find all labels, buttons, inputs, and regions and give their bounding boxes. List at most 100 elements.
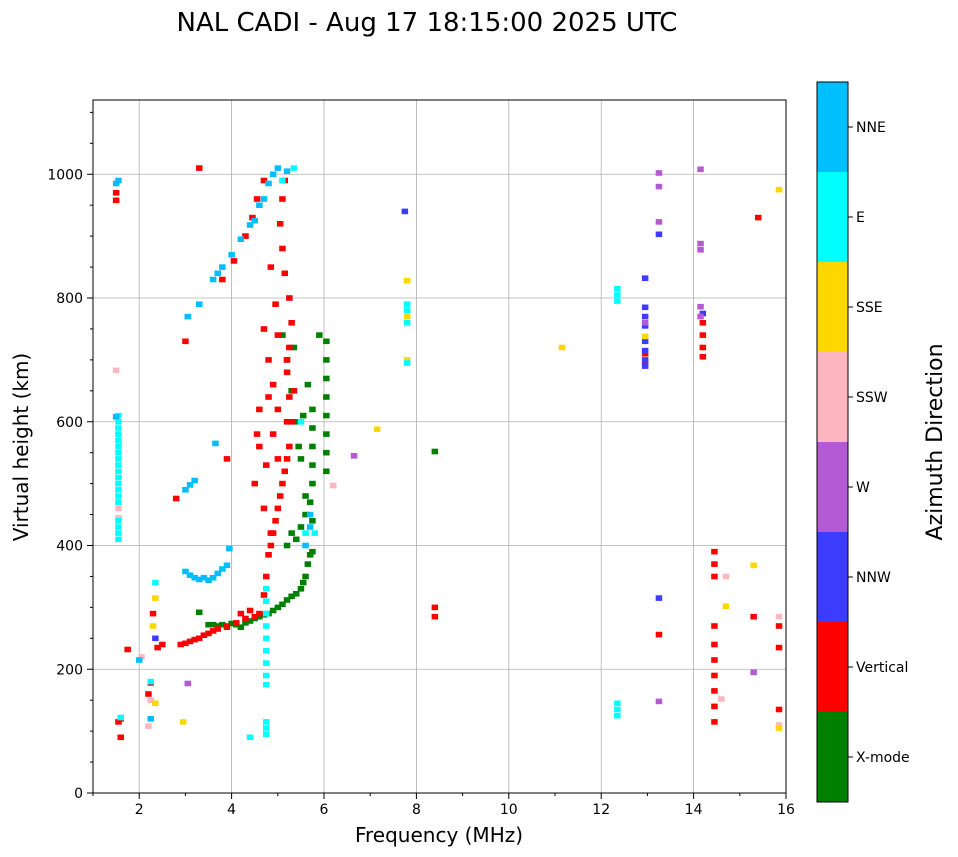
data-point	[179, 719, 187, 725]
data-point	[205, 621, 212, 628]
series-e	[115, 165, 621, 741]
data-point	[274, 332, 282, 338]
data-point	[330, 482, 337, 489]
data-point	[297, 456, 305, 462]
data-point	[775, 186, 783, 193]
data-point	[115, 719, 122, 725]
data-point	[209, 276, 217, 283]
data-point	[283, 369, 291, 376]
colorbar-segment	[817, 82, 848, 172]
data-point	[279, 480, 286, 487]
data-point	[311, 530, 318, 536]
series-w	[184, 166, 757, 705]
data-point	[251, 480, 258, 487]
data-point	[267, 264, 275, 270]
data-point	[655, 698, 663, 705]
data-point	[223, 562, 231, 569]
colorbar-tick-label: SSW	[856, 390, 888, 406]
data-point	[230, 258, 238, 264]
data-point	[260, 592, 268, 598]
data-point	[286, 295, 293, 301]
data-point	[253, 196, 261, 202]
y-axis: 0 200 400 600 800 1000	[47, 111, 93, 802]
data-point	[309, 406, 316, 413]
data-point	[288, 530, 295, 536]
data-point	[115, 514, 122, 521]
data-point	[655, 219, 663, 225]
data-point	[115, 530, 122, 536]
data-point	[286, 443, 293, 450]
data-point	[281, 270, 288, 277]
data-point	[293, 591, 300, 597]
data-point	[219, 264, 226, 270]
data-point	[228, 620, 235, 627]
colorbar-tick-label: SSE	[856, 300, 883, 316]
data-point	[115, 474, 122, 481]
data-point	[279, 245, 286, 252]
colorbar-tick-label: W	[856, 480, 870, 496]
data-point	[373, 426, 381, 432]
data-point	[242, 615, 249, 622]
colorbar-tick-label: E	[856, 210, 865, 226]
data-point	[263, 647, 270, 654]
data-point	[302, 511, 309, 518]
data-point	[614, 706, 621, 713]
data-point	[228, 251, 235, 258]
data-point	[265, 357, 272, 363]
data-point	[711, 623, 718, 629]
data-point	[775, 725, 783, 731]
data-point	[699, 344, 707, 351]
data-point	[281, 468, 288, 475]
data-point	[226, 545, 233, 552]
data-point	[205, 577, 212, 583]
colorbar-frame	[816, 81, 849, 803]
data-point	[223, 456, 231, 462]
data-point	[401, 208, 409, 215]
data-point	[115, 487, 122, 493]
data-point	[431, 613, 439, 620]
data-point	[288, 593, 295, 600]
data-point	[323, 449, 330, 456]
data-point	[283, 357, 291, 363]
data-point	[431, 604, 439, 611]
y-tick-label: 400	[56, 539, 83, 555]
data-point	[269, 431, 277, 437]
data-point	[196, 301, 203, 307]
x-axis-label: Frequency (MHz)	[355, 823, 523, 847]
data-point	[147, 697, 154, 703]
y-tick-label: 1000	[47, 167, 83, 183]
data-point	[614, 700, 621, 707]
data-point	[115, 536, 122, 543]
data-point	[403, 357, 411, 363]
colorbar-segment	[817, 442, 848, 532]
data-point	[147, 716, 154, 722]
data-point	[323, 338, 330, 345]
data-point	[191, 574, 198, 581]
data-point	[136, 657, 143, 663]
x-tick-label: 6	[320, 802, 329, 818]
data-point	[263, 725, 270, 731]
data-point	[159, 641, 166, 648]
chart-title: NAL CADI - Aug 17 18:15:00 2025 UTC	[177, 8, 678, 38]
x-tick-label: 8	[412, 802, 421, 818]
data-point	[263, 462, 270, 468]
plot-area: 2 4 6 8 10 12 14 16 0 200 400 600 800 1000	[47, 99, 795, 818]
data-point	[246, 618, 254, 624]
data-point	[350, 453, 358, 459]
data-point	[149, 623, 157, 629]
data-point	[297, 524, 305, 530]
series-nnw	[152, 208, 707, 642]
data-point	[263, 731, 270, 737]
data-point	[186, 638, 194, 645]
y-tick-label: 600	[56, 415, 83, 431]
data-point	[112, 367, 120, 374]
data-point	[300, 579, 307, 586]
data-point	[112, 414, 120, 420]
data-point	[711, 657, 718, 663]
data-point	[265, 552, 272, 558]
data-point	[290, 344, 298, 351]
series-ssw	[112, 367, 783, 729]
data-point	[263, 623, 270, 629]
data-point	[219, 621, 226, 628]
data-point	[212, 440, 219, 447]
